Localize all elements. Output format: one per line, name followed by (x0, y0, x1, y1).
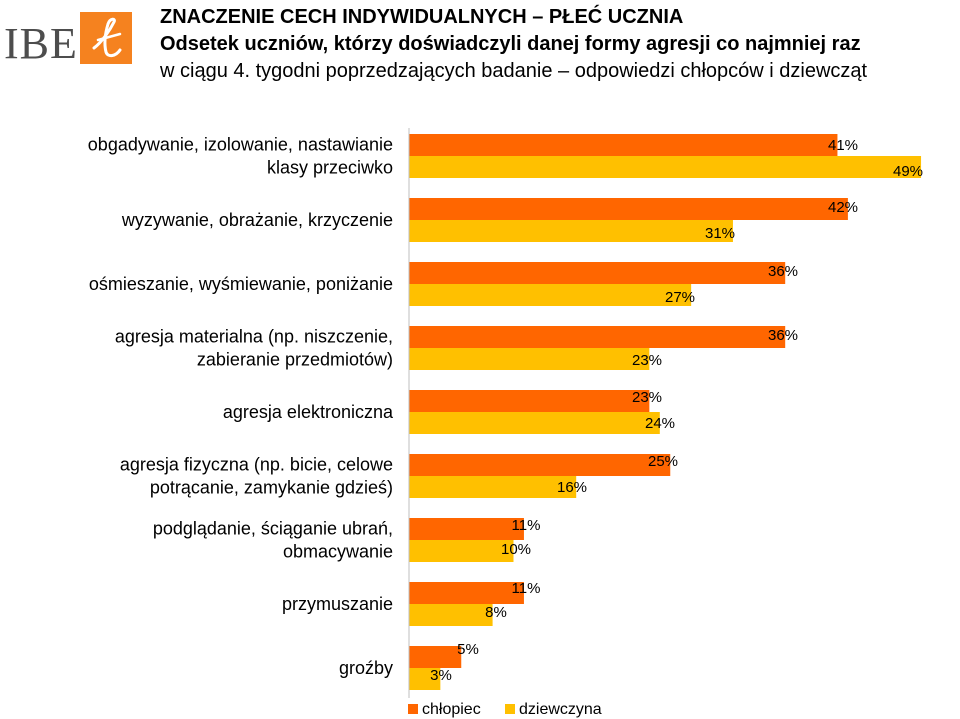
data-label: 24% (645, 415, 675, 432)
data-label: 11% (512, 517, 541, 534)
bar-dziewczyna (409, 284, 692, 306)
bar-chlopiec (409, 198, 848, 220)
title-block: ZNACZENIE CECH INDYWIDUALNYCH – PŁEĆ UCZ… (160, 4, 955, 85)
data-label: 27% (665, 289, 695, 306)
bar-chlopiec (409, 262, 786, 284)
data-label: 23% (632, 389, 662, 406)
data-label: 41% (828, 137, 858, 154)
category-label: podglądanie, ściąganie ubrań, (153, 519, 393, 539)
logo-mark-icon (80, 12, 132, 64)
data-label: 36% (768, 263, 798, 280)
data-label: 16% (557, 479, 587, 496)
legend-swatch-dziewczyna (505, 704, 515, 714)
bar-dziewczyna (409, 412, 660, 434)
bar-chlopiec (409, 582, 524, 604)
bar-chlopiec (409, 390, 650, 412)
bar-dziewczyna (409, 668, 441, 690)
bar-chlopiec (409, 326, 786, 348)
category-label: agresja fizyczna (np. bicie, celowe (120, 455, 393, 475)
category-label: ośmieszanie, wyśmiewanie, poniżanie (89, 274, 393, 294)
data-label: 31% (705, 225, 735, 242)
bar-dziewczyna (409, 348, 650, 370)
chart-subtitle: Odsetek uczniów, którzy doświadczyli dan… (160, 33, 861, 55)
data-label: 42% (828, 199, 858, 216)
data-label: 10% (501, 541, 531, 558)
category-label: przymuszanie (282, 594, 393, 614)
bar-chlopiec (409, 518, 524, 540)
bar-dziewczyna (409, 156, 922, 178)
data-label: 8% (485, 604, 507, 621)
category-label: obgadywanie, izolowanie, nastawianie (88, 135, 393, 155)
category-label: agresja materialna (np. niszczenie, (115, 327, 393, 347)
data-label: 5% (457, 641, 479, 658)
bar-dziewczyna (409, 476, 577, 498)
bar-chlopiec (409, 134, 838, 156)
category-label: agresja elektroniczna (223, 402, 394, 422)
bar-chlopiec (409, 646, 462, 668)
legend-label-dziewczyna: dziewczyna (519, 701, 602, 718)
legend-swatch-chlopiec (408, 704, 418, 714)
data-label: 3% (430, 667, 452, 684)
category-label: potrącanie, zamykanie gdzieś) (150, 478, 393, 498)
category-label: groźby (339, 658, 393, 678)
bar-dziewczyna (409, 220, 733, 242)
legend-label-chlopiec: chłopiec (422, 701, 481, 718)
data-label: 49% (893, 163, 923, 180)
data-label: 36% (768, 327, 798, 344)
data-label: 25% (648, 453, 678, 470)
category-label: zabieranie przedmiotów) (197, 350, 393, 370)
bar-dziewczyna (409, 540, 514, 562)
category-label: wyzywanie, obrażanie, krzyczenie (121, 210, 393, 230)
logo-text: IBE (4, 19, 78, 68)
chart-title: ZNACZENIE CECH INDYWIDUALNYCH – PŁEĆ UCZ… (160, 6, 684, 28)
category-label: klasy przeciwko (267, 158, 393, 178)
data-label: 11% (512, 580, 541, 597)
data-label: 23% (632, 352, 662, 369)
ibe-logo: IBE (0, 8, 150, 72)
bar-chlopiec (409, 454, 671, 476)
chart-subtitle-rest: w ciągu 4. tygodni poprzedzających badan… (160, 60, 868, 82)
category-label: obmacywanie (283, 542, 393, 562)
bar-dziewczyna (409, 604, 493, 626)
